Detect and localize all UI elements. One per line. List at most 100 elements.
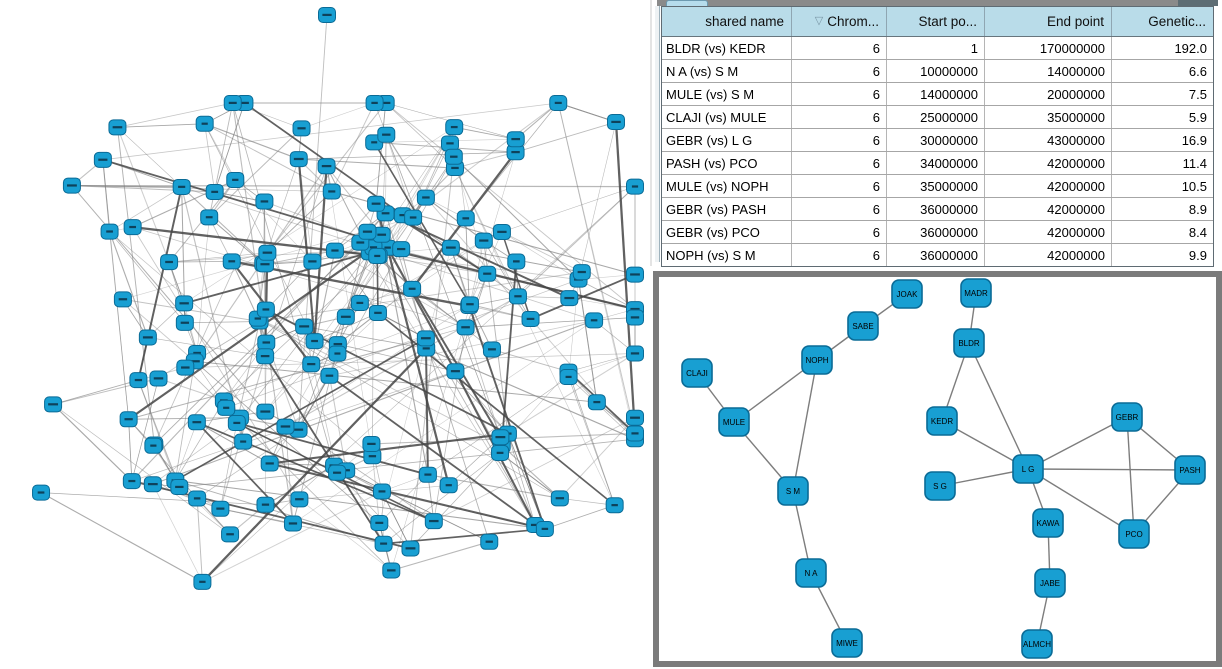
overview-edge[interactable] <box>559 417 636 499</box>
overview-edge[interactable] <box>128 417 240 420</box>
table-row[interactable]: NOPH (vs) S M 6 36000000 42000000 9.9 <box>662 244 1213 266</box>
network-node[interactable]: MADR <box>960 278 992 308</box>
network-edge[interactable] <box>968 342 1029 470</box>
overview-edge[interactable] <box>373 142 471 305</box>
overview-node[interactable] <box>305 333 324 350</box>
overview-node[interactable] <box>492 223 511 240</box>
network-node[interactable]: MULE <box>718 407 750 437</box>
overview-node[interactable] <box>367 195 386 212</box>
overview-edge[interactable] <box>109 231 129 420</box>
overview-edge[interactable] <box>152 484 203 583</box>
overview-node[interactable] <box>221 526 240 543</box>
overview-node[interactable] <box>325 242 344 259</box>
overview-edge[interactable] <box>412 143 451 218</box>
overview-node[interactable] <box>456 210 475 227</box>
table-row[interactable]: GEBR (vs) PCO 6 36000000 42000000 8.4 <box>662 221 1213 244</box>
overview-node[interactable] <box>200 209 219 226</box>
network-node[interactable]: SABE <box>847 311 879 341</box>
overview-edge[interactable] <box>196 421 294 525</box>
overview-edge[interactable] <box>71 185 215 193</box>
overview-edge[interactable] <box>411 288 502 438</box>
overview-node[interactable] <box>560 290 579 307</box>
overview-node[interactable] <box>113 291 132 308</box>
overview-node[interactable] <box>370 514 389 531</box>
overview-edge[interactable] <box>385 134 427 198</box>
overview-edge[interactable] <box>235 179 313 262</box>
overview-edge[interactable] <box>385 102 456 169</box>
overview-edge[interactable] <box>454 167 615 506</box>
table-row[interactable]: PASH (vs) PCO 6 34000000 42000000 11.4 <box>662 152 1213 175</box>
overview-node[interactable] <box>260 455 279 472</box>
overview-edge[interactable] <box>568 353 636 378</box>
overview-edge[interactable] <box>501 444 561 499</box>
overview-edge[interactable] <box>122 299 196 362</box>
overview-edge[interactable] <box>301 102 375 129</box>
overview-node[interactable] <box>138 329 157 346</box>
overview-edge[interactable] <box>219 356 266 509</box>
network-node[interactable]: KEDR <box>926 406 958 436</box>
overview-edge[interactable] <box>196 498 203 582</box>
network-node[interactable]: S M <box>777 476 809 506</box>
overview-edge[interactable] <box>468 305 546 530</box>
overview-node[interactable] <box>44 396 63 413</box>
overview-node[interactable] <box>382 562 401 579</box>
overview-edge[interactable] <box>328 375 536 526</box>
overview-edge[interactable] <box>491 348 569 373</box>
overview-edge[interactable] <box>465 327 501 438</box>
overview-node[interactable] <box>508 288 527 305</box>
overview-node[interactable] <box>482 341 501 358</box>
overview-edge[interactable] <box>378 255 488 275</box>
overview-edge[interactable] <box>379 474 429 524</box>
overview-edge[interactable] <box>385 134 387 214</box>
overview-edge[interactable] <box>267 191 333 254</box>
overview-edge[interactable] <box>71 184 636 188</box>
overview-node[interactable] <box>506 131 525 148</box>
overview-edge[interactable] <box>102 159 111 232</box>
overview-node[interactable] <box>605 497 624 514</box>
overview-edge[interactable] <box>383 452 501 544</box>
network-overview-canvas[interactable] <box>0 0 653 669</box>
overview-node[interactable] <box>322 183 341 200</box>
overview-edge[interactable] <box>265 197 427 412</box>
overview-node[interactable] <box>93 151 112 168</box>
overview-edge[interactable] <box>41 492 266 506</box>
overview-node[interactable] <box>255 193 274 210</box>
overview-node[interactable] <box>119 411 138 428</box>
overview-edge[interactable] <box>559 497 615 506</box>
table-row[interactable]: CLAJI (vs) MULE 6 25000000 35000000 5.9 <box>662 106 1213 129</box>
overview-edge[interactable] <box>257 318 502 446</box>
overview-node[interactable] <box>292 120 311 137</box>
overview-node[interactable] <box>317 158 336 175</box>
overview-node[interactable] <box>257 334 276 351</box>
overview-node[interactable] <box>289 151 308 168</box>
overview-edge[interactable] <box>454 151 516 169</box>
overview-edge[interactable] <box>515 121 617 153</box>
overview-edge[interactable] <box>558 102 617 123</box>
overview-edge[interactable] <box>201 347 428 583</box>
overview-node[interactable] <box>227 415 246 432</box>
table-row[interactable]: MULE (vs) S M 6 14000000 20000000 7.5 <box>662 83 1213 106</box>
overview-edge[interactable] <box>204 123 236 181</box>
overview-node[interactable] <box>358 223 377 240</box>
overview-node[interactable] <box>491 429 510 446</box>
overview-edge[interactable] <box>147 337 266 357</box>
overview-edge[interactable] <box>578 279 636 310</box>
table-tab[interactable] <box>666 0 708 6</box>
overview-node[interactable] <box>416 189 435 206</box>
overview-edge[interactable] <box>410 452 501 549</box>
overview-node[interactable] <box>100 223 119 240</box>
overview-edge[interactable] <box>131 378 159 482</box>
overview-node[interactable] <box>456 319 475 336</box>
overview-edge[interactable] <box>454 126 516 140</box>
network-node[interactable]: ALMCH <box>1021 629 1053 659</box>
network-node[interactable]: GEBR <box>1111 402 1143 432</box>
network-node[interactable]: CLAJI <box>681 358 713 388</box>
overview-edge[interactable] <box>298 151 516 160</box>
overview-edge[interactable] <box>71 185 266 412</box>
overview-edge[interactable] <box>299 499 392 571</box>
overview-node[interactable] <box>446 363 465 380</box>
overview-edge[interactable] <box>385 102 636 310</box>
overview-edge[interactable] <box>285 126 455 427</box>
overview-edge[interactable] <box>196 217 210 354</box>
overview-node[interactable] <box>222 253 241 270</box>
